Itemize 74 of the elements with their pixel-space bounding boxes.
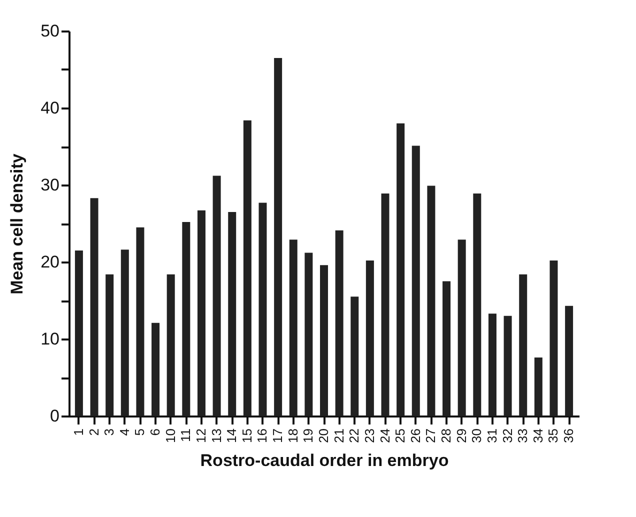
bar — [212, 176, 221, 416]
bar — [396, 123, 405, 416]
bar — [90, 198, 98, 416]
bar — [565, 306, 574, 416]
x-tick-label: 15 — [239, 428, 254, 443]
bar — [243, 120, 252, 416]
x-tick-label: 4 — [116, 428, 132, 436]
x-tick-label: 1 — [70, 428, 86, 436]
bar — [258, 202, 267, 416]
x-tick-label: 2 — [86, 428, 102, 436]
x-tick-label: 27 — [423, 428, 438, 443]
bar — [274, 58, 282, 416]
bar — [488, 314, 496, 416]
bar — [166, 274, 175, 416]
bar — [152, 322, 160, 416]
bar — [228, 212, 236, 416]
x-tick-label: 36 — [561, 428, 576, 443]
bar — [473, 193, 482, 416]
y-axis-title: Mean cell density — [8, 153, 27, 294]
bar — [442, 281, 451, 416]
y-tick-label: 30 — [40, 176, 60, 194]
x-tick-label: 26 — [408, 428, 423, 443]
x-tick-label: 18 — [285, 428, 300, 443]
x-tick-label: 32 — [500, 428, 515, 443]
bar — [182, 222, 190, 416]
bar — [458, 240, 466, 416]
x-tick-label: 21 — [331, 428, 346, 443]
y-tick-label: 40 — [40, 98, 60, 118]
y-tick-label: 20 — [40, 252, 60, 272]
x-tick-label: 12 — [193, 428, 208, 443]
x-tick-label: 29 — [454, 428, 469, 443]
x-tick-label: 16 — [254, 428, 270, 443]
x-tick-label: 20 — [316, 428, 331, 443]
y-tick-label: 50 — [40, 22, 60, 40]
bar — [197, 210, 206, 416]
bar — [335, 230, 344, 416]
x-tick-label: 25 — [392, 428, 408, 443]
x-tick-label: 33 — [515, 428, 530, 443]
x-tick-label: 6 — [148, 428, 163, 436]
x-tick-label: 34 — [530, 428, 546, 443]
bar — [136, 227, 144, 416]
x-tick-label: 3 — [102, 428, 117, 436]
x-tick-label: 24 — [377, 428, 392, 443]
bar — [519, 274, 528, 416]
bar — [534, 357, 542, 416]
x-tick-label: 28 — [438, 428, 454, 443]
x-tick-label: 19 — [300, 428, 316, 443]
bar — [304, 252, 313, 416]
x-tick-label: 35 — [546, 428, 561, 443]
x-tick-label: 5 — [132, 428, 148, 436]
x-tick-label: 13 — [208, 428, 224, 443]
bar — [74, 250, 83, 416]
bar — [381, 193, 390, 416]
y-tick-label: 0 — [50, 406, 60, 426]
y-tick-label: 10 — [40, 330, 60, 348]
bar — [504, 316, 512, 416]
x-tick-label: 14 — [224, 428, 240, 443]
bar — [106, 274, 114, 416]
bar — [289, 240, 298, 416]
x-tick-label: 17 — [270, 428, 286, 443]
bar — [550, 260, 558, 416]
x-tick-label: 10 — [162, 428, 178, 443]
x-tick-label: 30 — [469, 428, 484, 443]
x-axis-title: Rostro-caudal order in embryo — [200, 450, 449, 470]
bar — [320, 265, 328, 416]
x-tick-label: 31 — [484, 428, 500, 443]
bar — [427, 186, 436, 416]
bar — [350, 296, 359, 416]
bar — [120, 250, 129, 416]
x-tick-label: 11 — [178, 428, 194, 442]
x-tick-label: 22 — [346, 428, 362, 443]
bar — [366, 260, 374, 416]
bar — [412, 146, 420, 416]
x-tick-label: 23 — [362, 428, 377, 443]
